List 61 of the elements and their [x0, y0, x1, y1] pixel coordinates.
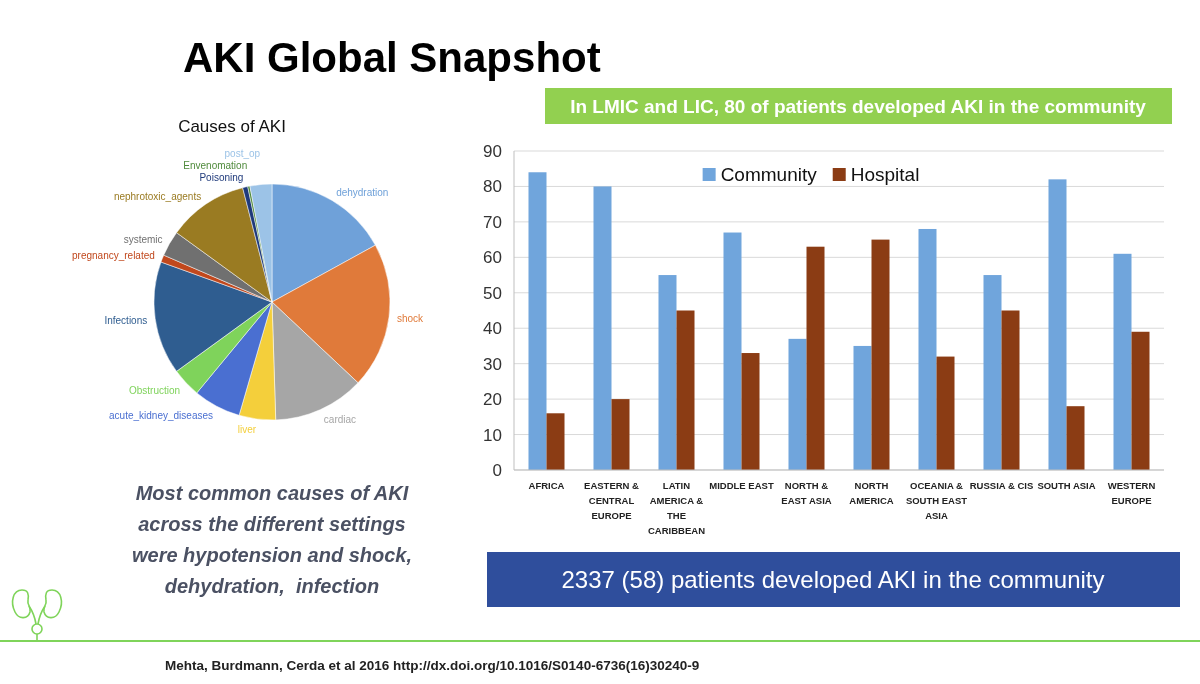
- bar: [871, 239, 890, 470]
- bar: [676, 310, 695, 470]
- text: In LMIC and LIC, 80 of patients developed AKI in the community: [570, 96, 1147, 117]
- bar: [741, 353, 760, 470]
- x-tick-label: NORTH & EAST ASIA: [781, 480, 832, 506]
- chart-title: Causes of AKI: [178, 117, 286, 136]
- bar: [1131, 331, 1150, 470]
- x-tick-label: AFRICA: [528, 480, 565, 491]
- bar: [853, 345, 872, 470]
- slice-label: Infections: [104, 315, 148, 327]
- slice-label: pregnancy_related: [72, 249, 155, 261]
- slice-label: nephrotoxic_agents: [113, 191, 202, 203]
- y-tick-label: 90: [483, 142, 502, 161]
- y-tick-label: 10: [483, 425, 502, 445]
- bar: [593, 186, 612, 470]
- text: 2337 (58) patients developed AKI in the community: [561, 566, 1105, 593]
- slice-label: acute_kidney_diseases: [109, 410, 214, 422]
- bar: [936, 356, 955, 470]
- y-tick-label: 40: [483, 319, 502, 339]
- bar: [528, 172, 547, 470]
- x-tick-label: NORTH AMERICA: [849, 480, 894, 506]
- y-tick-label: 50: [483, 283, 502, 303]
- slice-label: shock: [397, 313, 425, 325]
- legend-label: Hospital: [850, 164, 920, 185]
- bar: [658, 275, 677, 470]
- y-tick-label: 80: [483, 177, 502, 197]
- x-tick-label: SOUTH ASIA: [1037, 480, 1096, 491]
- slice-label: post_op: [224, 148, 261, 160]
- slice-label: Poisoning: [199, 172, 244, 184]
- y-tick-label: 60: [483, 248, 502, 268]
- legend-label: Community: [720, 164, 818, 185]
- x-tick-label: LATIN AMERICA & THE CARIBBEAN: [648, 480, 706, 536]
- bar: [983, 275, 1002, 470]
- x-tick-label: MIDDLE EAST: [709, 480, 774, 491]
- bar: [1113, 253, 1132, 470]
- slice-label: Envenomation: [183, 160, 248, 172]
- slice-label: liver: [237, 423, 257, 435]
- slice-label: Obstruction: [129, 384, 181, 396]
- bar: [723, 232, 742, 470]
- y-tick-label: 70: [483, 212, 502, 232]
- slice-label: cardiac: [323, 413, 357, 425]
- bar: [611, 399, 630, 470]
- slice-label: systemic: [123, 233, 163, 245]
- x-tick-label: WESTERN EUROPE: [1107, 480, 1156, 506]
- x-tick-label: EASTERN & CENTRAL EUROPE: [584, 480, 640, 521]
- y-tick-label: 30: [483, 354, 502, 374]
- y-tick-label: 0: [492, 461, 502, 480]
- text: Most common causes of AKI across the different settings were hypotension and shock, dehydration, infection: [131, 482, 413, 597]
- bar: [546, 413, 565, 470]
- bar: [806, 246, 825, 470]
- x-tick-label: OCEANIA & SOUTH EAST ASIA: [905, 480, 968, 521]
- text: Mehta, Burdmann, Cerda et al 2016 http://dx.doi.org/10.1016/S0140-6736(16)30240-9: [165, 658, 700, 673]
- text: AKI Global Snapshot: [183, 34, 601, 81]
- bar: [1066, 406, 1085, 470]
- y-tick-label: 20: [483, 390, 502, 410]
- bar: [1001, 310, 1020, 470]
- bar: [918, 228, 937, 470]
- slice-label: dehydration: [336, 186, 389, 198]
- bar: [1048, 179, 1067, 470]
- x-tick-label: RUSSIA & CIS: [969, 480, 1034, 491]
- bar: [788, 338, 807, 470]
